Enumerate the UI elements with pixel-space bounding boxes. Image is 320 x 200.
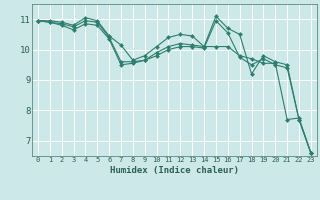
X-axis label: Humidex (Indice chaleur): Humidex (Indice chaleur) <box>110 166 239 175</box>
